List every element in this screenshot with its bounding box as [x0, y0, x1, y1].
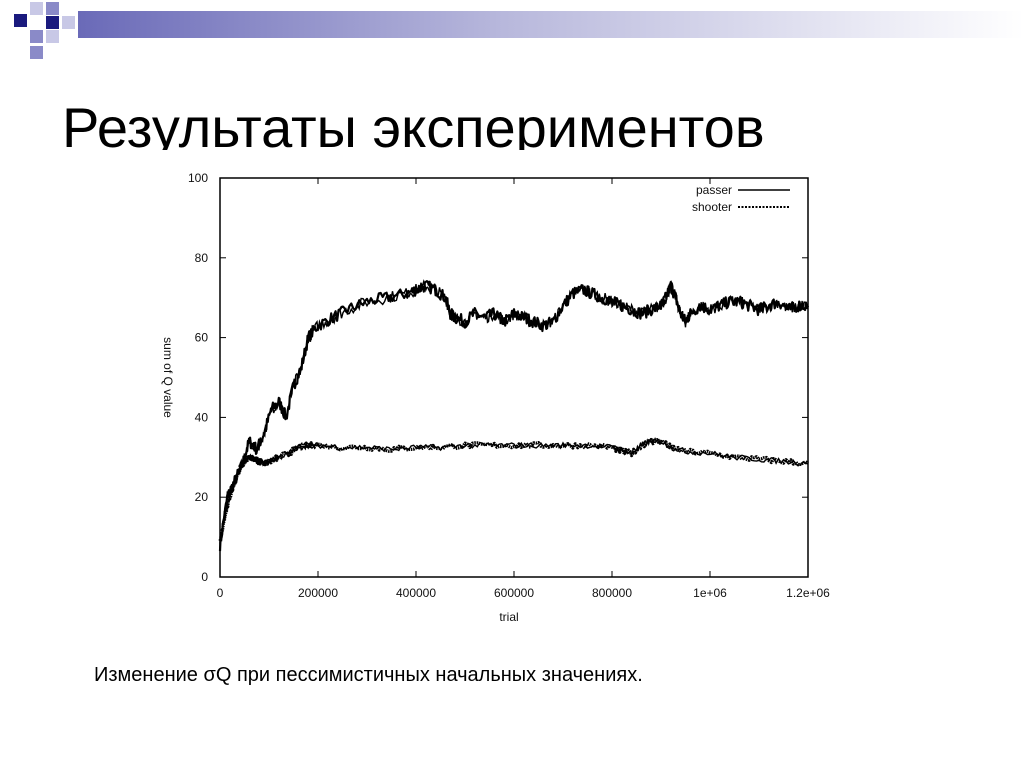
deco-square-dark [14, 14, 27, 27]
x-tick-label: 800000 [592, 586, 632, 600]
header-gradient-bar [78, 11, 1024, 38]
deco-square-light [46, 2, 59, 15]
x-tick-label: 1e+06 [693, 586, 727, 600]
series-line-passer [218, 280, 810, 552]
line-chart: 0 20 40 60 80 100 0 200000 400000 600000 800000 1e+… [161, 171, 830, 624]
series-line-passer-noise [219, 279, 809, 544]
plot-area [218, 279, 810, 552]
y-tick-label: 0 [201, 570, 208, 584]
deco-square-pale [30, 2, 43, 15]
x-axis-label: trial [499, 610, 518, 624]
axes: 0 20 40 60 80 100 0 200000 400000 600000 800000 1e+… [161, 171, 830, 624]
y-tick-label: 20 [195, 490, 209, 504]
deco-square-light [30, 46, 43, 59]
x-tick-label: 1.2e+06 [786, 586, 830, 600]
x-tick-label: 600000 [494, 586, 534, 600]
x-tick-label: 200000 [298, 586, 338, 600]
deco-square-light [30, 30, 43, 43]
deco-square-pale [62, 16, 75, 29]
y-axis-label: sum of Q value [161, 337, 175, 418]
legend-label-shooter: shooter [692, 200, 732, 214]
legend-label-passer: passer [696, 183, 732, 197]
y-tick-label: 100 [188, 171, 208, 185]
deco-square-pale [46, 30, 59, 43]
x-tick-label: 400000 [396, 586, 436, 600]
deco-square-dark [46, 16, 59, 29]
x-tick-label: 0 [217, 586, 224, 600]
slide-title: Результаты экспериментов [62, 96, 765, 150]
y-tick-label: 40 [195, 410, 209, 424]
slide-decoration [14, 2, 1024, 59]
y-tick-label: 60 [195, 331, 209, 345]
y-tick-label: 80 [195, 251, 209, 265]
plot-frame [219, 177, 809, 578]
slide-caption: Изменение σQ при пессимистичных начальны… [94, 664, 643, 686]
series-line-shooter-noise [219, 437, 809, 540]
legend: passer shooter [692, 183, 790, 214]
